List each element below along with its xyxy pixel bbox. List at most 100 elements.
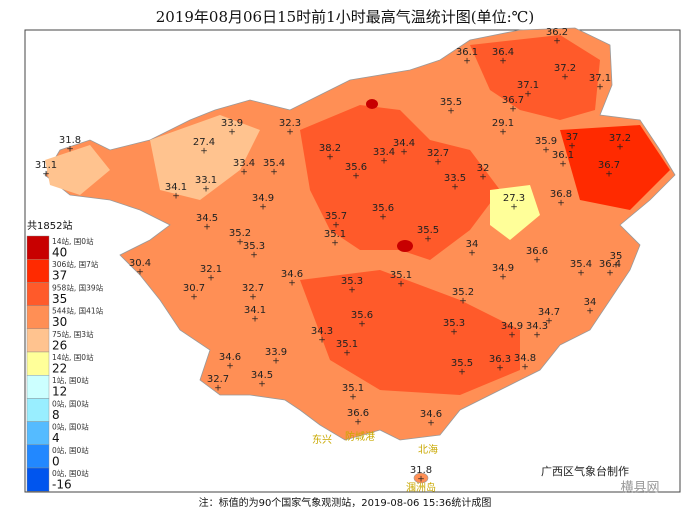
station-marker: + — [250, 251, 258, 261]
station-marker: + — [542, 146, 550, 156]
station-value: 31.8 — [59, 135, 81, 146]
station-marker: + — [568, 142, 576, 152]
legend-total: 共1852站 — [27, 219, 72, 232]
station-value: 36.3 — [489, 354, 511, 365]
legend-count: 75站, 国3站 — [52, 329, 94, 339]
station-value: 35.3 — [243, 241, 265, 252]
stations: +36.2+36.4+36.1+37.2+37.1+37.1+36.7+35.5… — [35, 27, 631, 494]
station-value: 34.9 — [492, 263, 514, 274]
cool-area — [150, 115, 260, 200]
station-marker: + — [331, 239, 339, 249]
station-value: 38.2 — [319, 143, 341, 154]
station-value: 36.4 — [492, 47, 514, 58]
legend-break: 12 — [52, 385, 67, 399]
station-value: 35.7 — [325, 211, 347, 222]
station-value: 35.6 — [372, 203, 394, 214]
station-marker: + — [521, 363, 529, 373]
hot-area — [300, 270, 520, 395]
station-value: 36.8 — [550, 189, 572, 200]
station-value: 34.5 — [196, 213, 218, 224]
station-value: 35 — [610, 251, 623, 262]
station-value: 34.6 — [420, 409, 442, 420]
legend-break: 35 — [52, 292, 67, 306]
producer: 广西区气象台制作 — [541, 464, 629, 478]
legend-count: 14站, 国0站 — [52, 236, 94, 246]
legend-break: 0 — [52, 454, 60, 468]
station-marker: + — [468, 249, 476, 259]
station-value: 36.6 — [526, 246, 548, 257]
station-marker: + — [447, 107, 455, 117]
station-marker: + — [349, 393, 357, 403]
station-value: 37.2 — [609, 133, 631, 144]
station-value: 33.9 — [265, 347, 287, 358]
footer: 注：标值的为90个国家气象观测站，2019-08-06 15:36统计成图 — [199, 496, 492, 509]
station-marker: + — [612, 261, 620, 271]
place-name: 涠洲岛 — [406, 481, 436, 494]
station-value: 27.3 — [503, 193, 525, 204]
station-marker: + — [203, 223, 211, 233]
station-marker: + — [499, 273, 507, 283]
station-value: 37.1 — [589, 73, 611, 84]
station-value: 31.1 — [35, 160, 57, 171]
legend-swatch — [26, 375, 50, 399]
station-value: 34.3 — [526, 321, 548, 332]
station-value: 33.9 — [221, 118, 243, 129]
station-value: 34.4 — [393, 138, 415, 149]
title: 2019年08月06日15时前1小时最高气温统计图(单位:℃) — [156, 8, 535, 26]
station-marker: + — [451, 183, 459, 193]
legend-swatch — [26, 235, 50, 260]
station-value: 32.1 — [200, 264, 222, 275]
station-value: 32.7 — [427, 148, 449, 159]
station-value: 37 — [566, 132, 579, 143]
watermark: 横县网 — [620, 481, 659, 496]
station-value: 34.8 — [514, 353, 536, 364]
station-marker: + — [417, 475, 425, 485]
station-marker: + — [42, 170, 50, 180]
station-value: 34 — [466, 239, 479, 250]
station-value: 35.5 — [440, 97, 462, 108]
station-marker: + — [616, 143, 624, 153]
station-marker: + — [288, 279, 296, 289]
station-value: 32 — [477, 163, 490, 174]
station-marker: + — [533, 256, 541, 266]
station-marker: + — [545, 317, 553, 327]
station-marker: + — [463, 57, 471, 67]
station-value: 35.3 — [341, 276, 363, 287]
legend-count: 306站, 国7站 — [52, 259, 99, 269]
legend-break: 8 — [52, 408, 60, 422]
station-marker: + — [249, 293, 257, 303]
station-marker: + — [228, 128, 236, 138]
station-value: 35.6 — [351, 310, 373, 321]
station-marker: + — [214, 384, 222, 394]
station-value: 34.5 — [251, 370, 273, 381]
station-value: 35.2 — [452, 287, 474, 298]
station-value: 34.6 — [281, 269, 303, 280]
station-marker: + — [272, 357, 280, 367]
station-marker: + — [557, 199, 565, 209]
legend-count: 14站, 国0站 — [52, 352, 94, 362]
station-marker: + — [207, 274, 215, 284]
legend-break: 22 — [52, 362, 67, 376]
legend-swatch — [26, 421, 50, 446]
legend-swatch — [26, 467, 50, 492]
station-value: 36.7 — [598, 160, 620, 171]
cool-area — [490, 185, 540, 240]
station-value: 33.4 — [373, 147, 395, 158]
station-marker: + — [479, 173, 487, 183]
station-value: 36.4 — [599, 259, 621, 270]
station-marker: + — [508, 331, 516, 341]
station-value: 36.6 — [347, 408, 369, 419]
station-value: 33.5 — [444, 173, 466, 184]
legend-swatch — [26, 282, 50, 306]
station-marker: + — [397, 280, 405, 290]
station-marker: + — [596, 83, 604, 93]
station-value: 35.1 — [342, 383, 364, 394]
station-marker: + — [326, 153, 334, 163]
legend-swatch — [26, 351, 50, 376]
station-marker: + — [259, 203, 267, 213]
station-marker: + — [510, 203, 518, 213]
station-marker: + — [66, 145, 74, 155]
station-marker: + — [586, 307, 594, 317]
station-marker: + — [450, 328, 458, 338]
